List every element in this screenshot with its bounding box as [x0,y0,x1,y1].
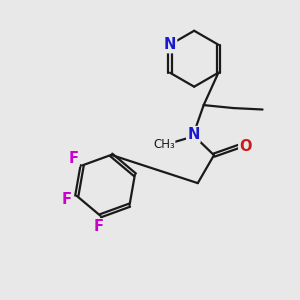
Text: F: F [61,192,71,207]
Text: CH₃: CH₃ [153,138,175,151]
Text: F: F [69,151,79,166]
Text: F: F [94,219,103,234]
Text: N: N [164,37,176,52]
Text: N: N [187,127,200,142]
Text: O: O [239,139,252,154]
